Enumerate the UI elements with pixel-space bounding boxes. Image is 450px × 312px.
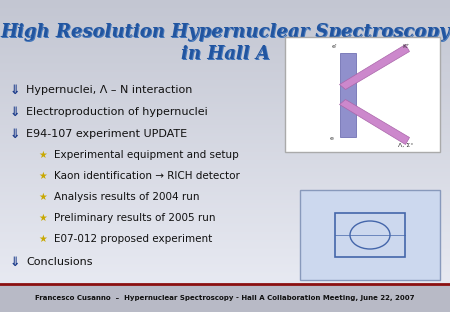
Text: Conclusions: Conclusions <box>26 257 93 267</box>
Text: ★: ★ <box>38 171 47 181</box>
Text: ★: ★ <box>38 234 47 244</box>
Text: K⁺: K⁺ <box>402 43 410 48</box>
Text: Kaon identification → RICH detector: Kaon identification → RICH detector <box>54 171 240 181</box>
Text: E07-012 proposed experiment: E07-012 proposed experiment <box>54 234 212 244</box>
Text: ⇓: ⇓ <box>10 105 21 119</box>
Text: Experimental equipment and setup: Experimental equipment and setup <box>54 150 239 160</box>
Text: Hypernuclei, Λ – N interaction: Hypernuclei, Λ – N interaction <box>26 85 193 95</box>
Text: ⇓: ⇓ <box>10 84 21 96</box>
Text: ★: ★ <box>38 150 47 160</box>
Text: in Hall A: in Hall A <box>180 45 270 63</box>
Text: ★: ★ <box>38 213 47 223</box>
Bar <box>300 190 440 280</box>
Text: ★: ★ <box>38 192 47 202</box>
Bar <box>339 52 356 137</box>
Text: Analysis results of 2004 run: Analysis results of 2004 run <box>54 192 199 202</box>
Text: High Resolution Hypernuclear Spectroscopy: High Resolution Hypernuclear Spectroscop… <box>1 24 450 42</box>
Bar <box>0 284 450 312</box>
Text: Preliminary results of 2005 run: Preliminary results of 2005 run <box>54 213 216 223</box>
Text: in Hall A: in Hall A <box>181 46 270 64</box>
Text: Λ, Σ°: Λ, Σ° <box>397 143 413 148</box>
Text: e': e' <box>332 45 337 50</box>
Bar <box>335 213 405 257</box>
Text: High Resolution Hypernuclear Spectroscopy: High Resolution Hypernuclear Spectroscop… <box>0 23 450 41</box>
Text: E94-107 experiment UPDATE: E94-107 experiment UPDATE <box>26 129 187 139</box>
Text: ⇓: ⇓ <box>10 128 21 140</box>
Text: Electroproduction of hypernuclei: Electroproduction of hypernuclei <box>26 107 208 117</box>
Bar <box>285 37 440 152</box>
Text: e: e <box>329 137 333 142</box>
Polygon shape <box>339 45 410 90</box>
Text: ⇓: ⇓ <box>10 256 21 269</box>
Polygon shape <box>339 100 410 144</box>
Text: Francesco Cusanno  –  Hypernuclear Spectroscopy - Hall A Collaboration Meeting, : Francesco Cusanno – Hypernuclear Spectro… <box>35 295 415 301</box>
